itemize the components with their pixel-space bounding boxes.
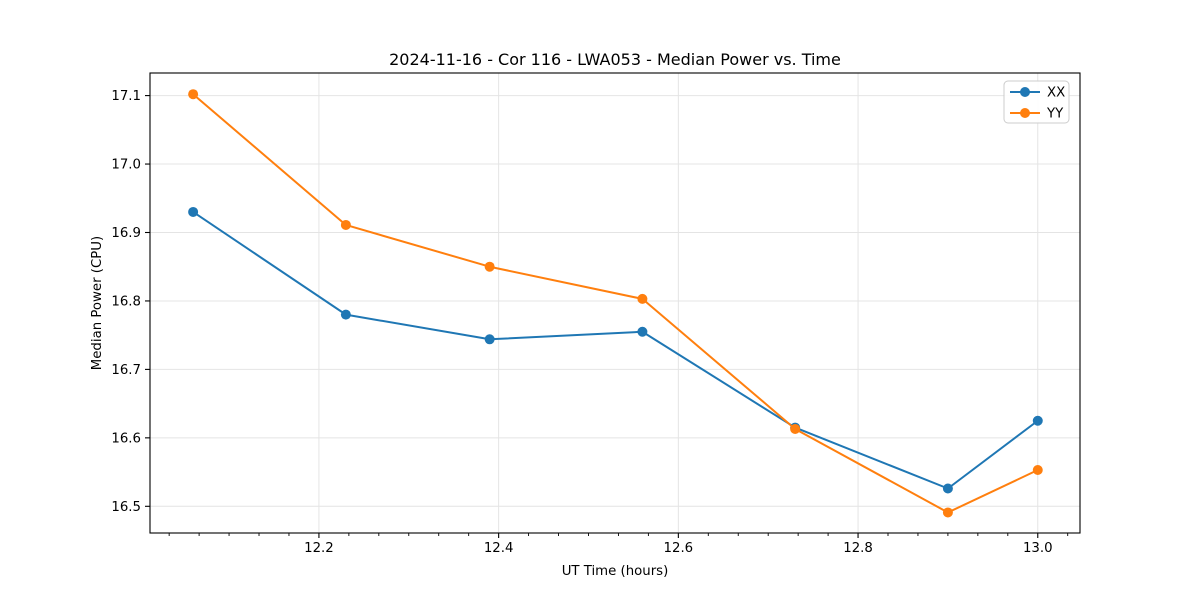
plot-border xyxy=(149,72,1081,534)
legend-label-XX: XX xyxy=(1047,86,1065,101)
x-tick-label: 13.0 xyxy=(1023,541,1053,556)
y-axis-label: Median Power (CPU) xyxy=(90,236,105,370)
data-point-YY xyxy=(1032,465,1043,476)
legend-item-YY: YY xyxy=(1010,107,1064,122)
tick-label-layer: 12.2 12.4 12.6 12.8 13.0 16.5 16.6 16.7 16.8 16.9… xyxy=(111,89,1052,556)
legend-marker-XX xyxy=(1020,87,1030,97)
data-point-XX xyxy=(1032,415,1043,426)
data-point-YY xyxy=(484,261,495,272)
legend-item-XX: XX xyxy=(1010,86,1065,101)
data-point-YY xyxy=(637,293,648,304)
data-point-YY xyxy=(340,219,351,230)
data-point-XX xyxy=(637,326,648,337)
x-tick-label: 12.4 xyxy=(484,541,514,556)
data-point-XX xyxy=(942,483,953,494)
data-point-XX xyxy=(340,309,351,320)
series-line-YY xyxy=(192,93,1039,514)
y-tick-label: 16.7 xyxy=(111,363,141,378)
y-tick-label: 16.9 xyxy=(111,226,141,241)
x-tick-label: 12.6 xyxy=(664,541,694,556)
legend-marker-YY xyxy=(1020,108,1030,118)
data-point-XX xyxy=(484,334,495,345)
data-point-YY xyxy=(942,507,953,518)
x-axis-label: UT Time (hours) xyxy=(562,564,669,579)
y-tick-label: 16.8 xyxy=(111,294,141,309)
series-line-XX xyxy=(192,211,1039,490)
data-point-XX xyxy=(188,206,199,217)
data-point-YY xyxy=(790,423,801,434)
grid-layer xyxy=(150,73,1080,533)
chart-title: 2024-11-16 - Cor 116 - LWA053 - Median P… xyxy=(389,50,841,69)
legend: XX YY xyxy=(1003,80,1070,124)
x-tick-label: 12.2 xyxy=(304,541,334,556)
tick-layer xyxy=(145,95,1069,538)
y-tick-label: 17.0 xyxy=(111,158,141,173)
series-layer xyxy=(188,89,1043,518)
y-tick-label: 16.6 xyxy=(111,431,141,446)
data-point-YY xyxy=(188,89,199,100)
x-tick-label: 12.8 xyxy=(843,541,873,556)
legend-label-YY: YY xyxy=(1046,107,1064,122)
y-tick-label: 16.5 xyxy=(111,500,141,515)
y-tick-label: 17.1 xyxy=(111,89,141,104)
